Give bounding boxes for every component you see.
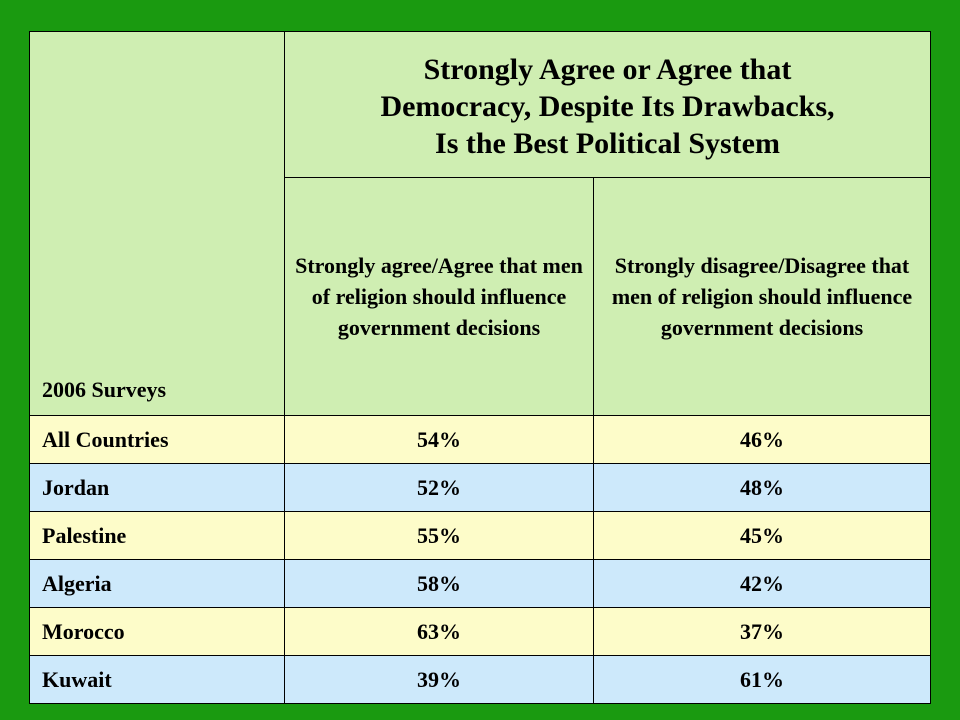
agree-value-cell: 54% bbox=[284, 415, 594, 464]
country-cell: Jordan bbox=[29, 463, 285, 512]
disagree-value-cell: 61% bbox=[593, 655, 931, 704]
table-row: Morocco 63% 37% bbox=[29, 607, 931, 656]
disagree-value-cell: 37% bbox=[593, 607, 931, 656]
survey-year-label: 2006 Surveys bbox=[29, 31, 285, 416]
country-cell: Algeria bbox=[29, 559, 285, 608]
agree-value-cell: 63% bbox=[284, 607, 594, 656]
disagree-value-cell: 48% bbox=[593, 463, 931, 512]
country-cell: Palestine bbox=[29, 511, 285, 560]
main-title-line-1: Strongly Agree or Agree that bbox=[423, 53, 792, 86]
agree-value-cell: 55% bbox=[284, 511, 594, 560]
agree-column-header: Strongly agree/Agree that men of religio… bbox=[284, 177, 594, 416]
disagree-column-header: Strongly disagree/Disagree that men of r… bbox=[593, 177, 931, 416]
main-title-line-3: Is the Best Political System bbox=[435, 127, 780, 160]
agree-value-cell: 58% bbox=[284, 559, 594, 608]
table-row: All Countries 54% 46% bbox=[29, 415, 931, 464]
sub-header-row: Strongly agree/Agree that men of religio… bbox=[30, 177, 931, 416]
table-row: Palestine 55% 45% bbox=[29, 511, 931, 560]
country-cell: Morocco bbox=[29, 607, 285, 656]
title-header-row: 2006 Surveys Strongly Agree or Agree tha… bbox=[29, 31, 931, 416]
table-row: Jordan 52% 48% bbox=[29, 463, 931, 512]
country-cell: All Countries bbox=[29, 415, 285, 464]
table-row: Kuwait 39% 61% bbox=[29, 655, 931, 704]
disagree-value-cell: 42% bbox=[593, 559, 931, 608]
main-title-line-2: Democracy, Despite Its Drawbacks, bbox=[380, 90, 835, 123]
survey-table: 2006 Surveys Strongly Agree or Agree tha… bbox=[29, 31, 931, 704]
disagree-value-cell: 45% bbox=[593, 511, 931, 560]
agree-value-cell: 39% bbox=[284, 655, 594, 704]
agree-value-cell: 52% bbox=[284, 463, 594, 512]
disagree-value-cell: 46% bbox=[593, 415, 931, 464]
main-question-title: Strongly Agree or Agree that Democracy, … bbox=[284, 31, 931, 178]
table-row: Algeria 58% 42% bbox=[29, 559, 931, 608]
country-cell: Kuwait bbox=[29, 655, 285, 704]
